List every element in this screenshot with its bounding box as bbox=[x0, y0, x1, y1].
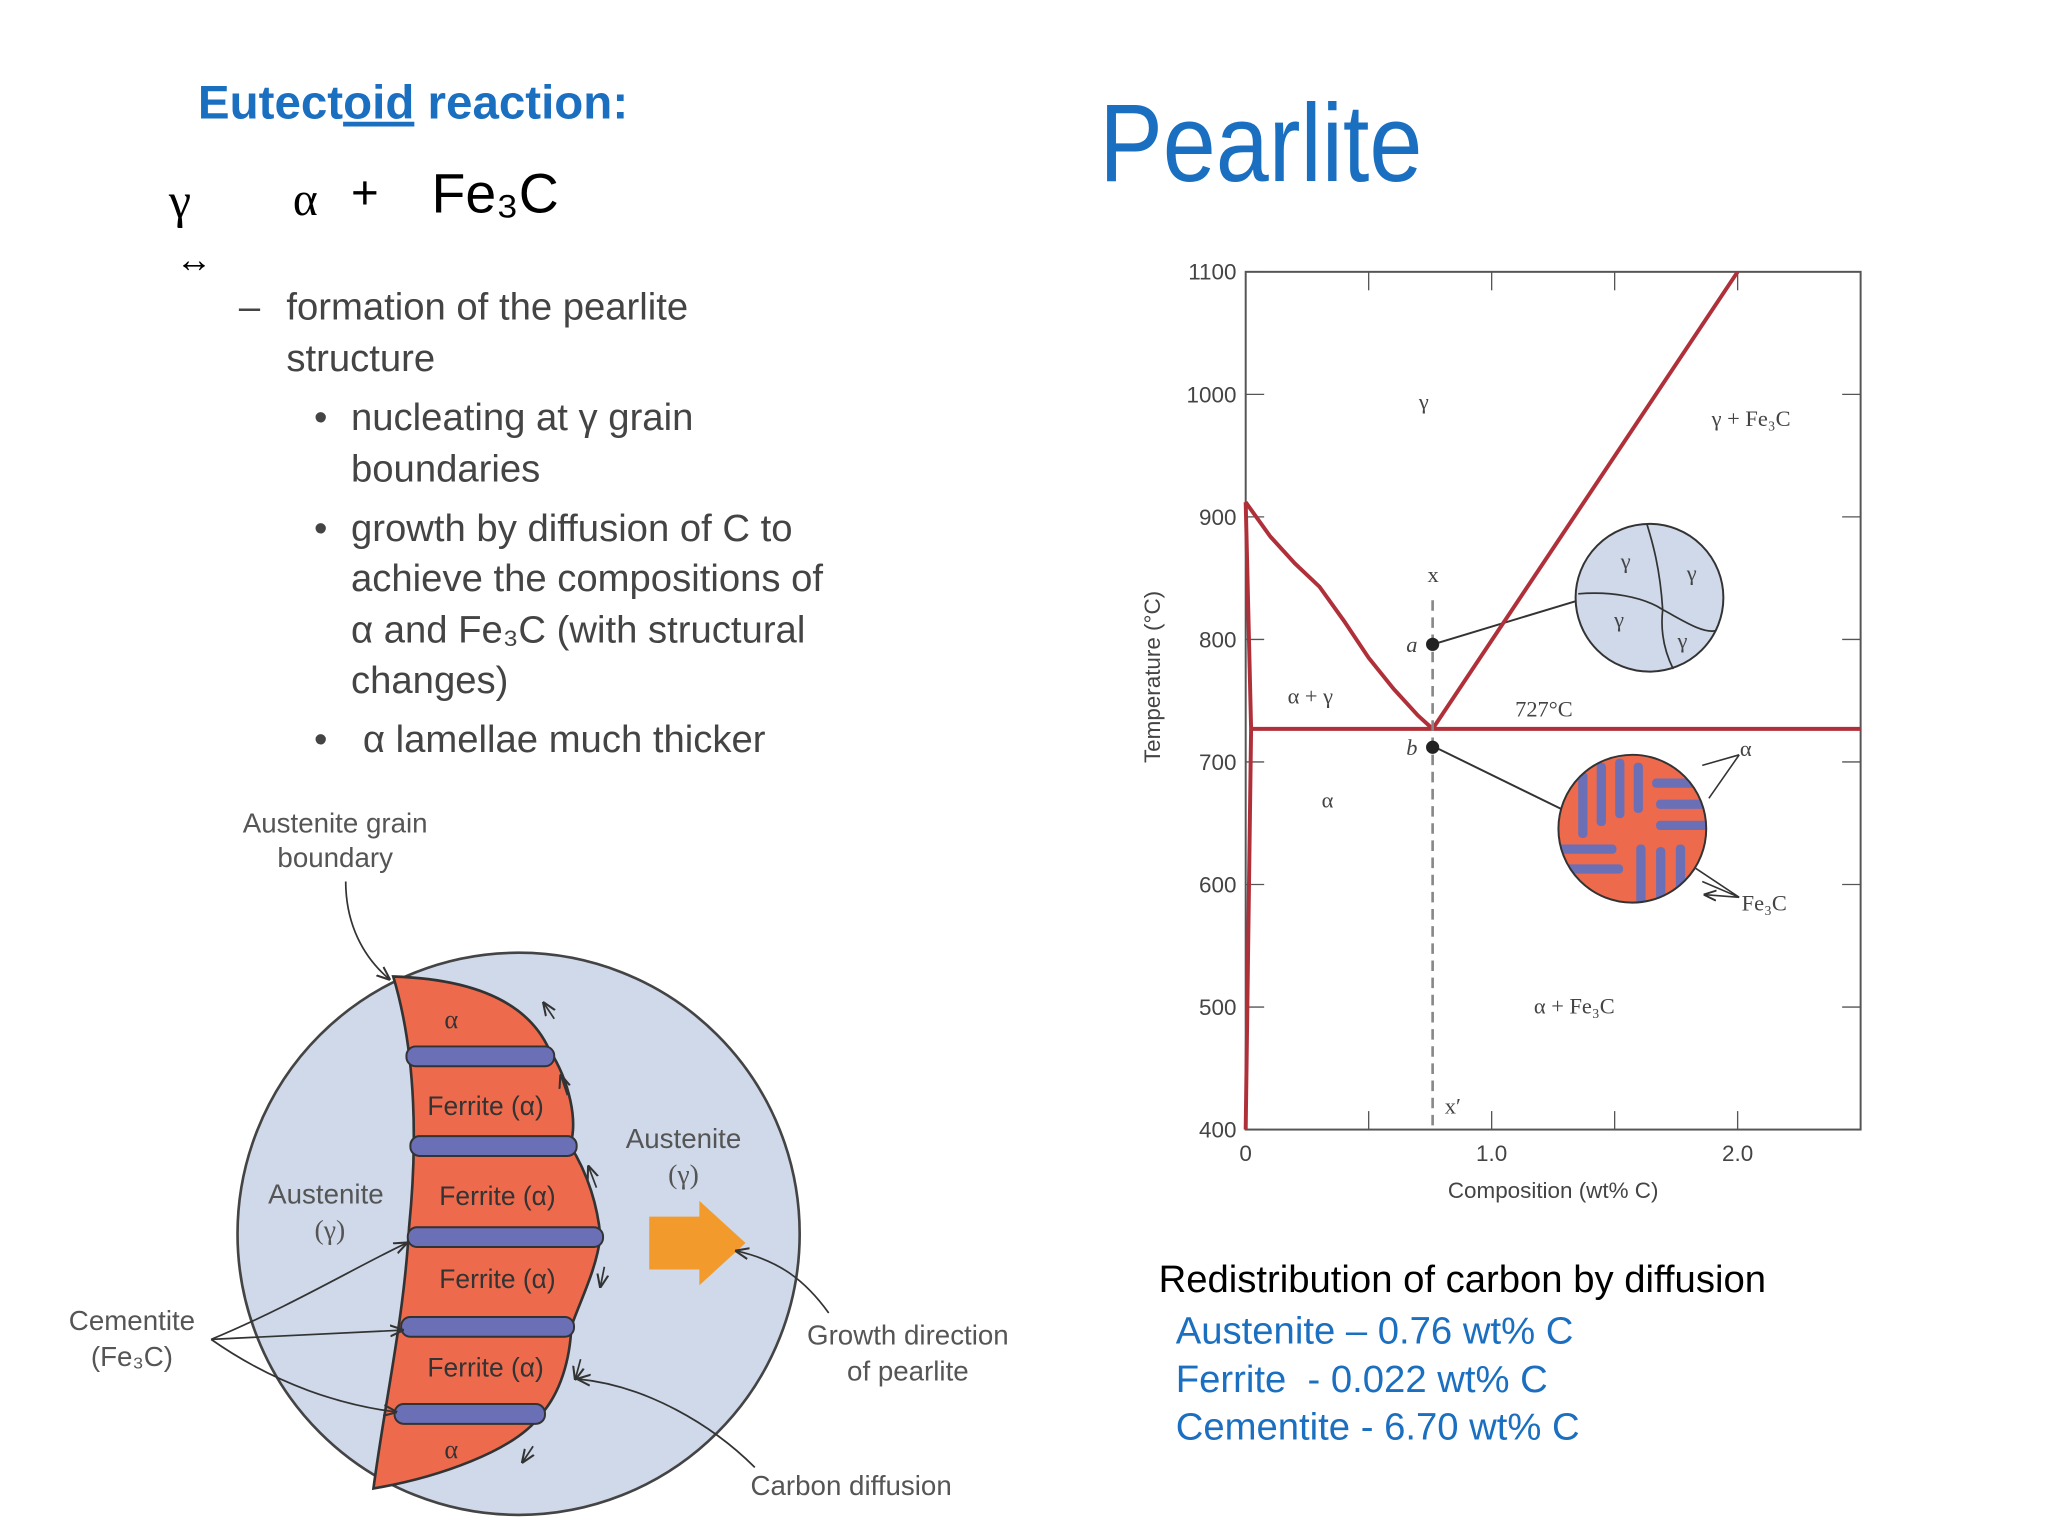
heading-part: Eutect bbox=[198, 77, 343, 130]
y-tick-label: 1000 bbox=[1187, 382, 1237, 407]
annotation: γ bbox=[1418, 389, 1429, 414]
figure-label: boundary bbox=[277, 842, 393, 873]
heading: Eutectoid reaction: bbox=[198, 77, 628, 130]
y-axis-label: Temperature (°C) bbox=[1140, 591, 1165, 763]
bullet-list: – formation of the pearlite structure • … bbox=[239, 285, 824, 761]
y-tick-label: 700 bbox=[1199, 750, 1236, 775]
annotation: 727°C bbox=[1515, 697, 1573, 722]
annotation: α + γ bbox=[1288, 683, 1334, 708]
annotation: γ bbox=[1613, 607, 1624, 632]
title: Pearlite bbox=[1099, 80, 1422, 204]
growth-arrow bbox=[649, 1200, 746, 1286]
bullet-line: structure bbox=[286, 337, 435, 380]
point bbox=[1426, 740, 1440, 754]
y-tick-label: 1100 bbox=[1188, 260, 1236, 285]
ferrite-label: Ferrite (α) bbox=[427, 1091, 543, 1121]
annotation: Fe₃C bbox=[1742, 891, 1787, 916]
leaders bbox=[210, 881, 830, 1468]
bullet-line: nucleating at γ grain bbox=[351, 396, 693, 439]
figure-label: Austenite bbox=[626, 1123, 742, 1154]
dot: • bbox=[314, 396, 327, 439]
bullet-line: growth by diffusion of C to bbox=[351, 507, 793, 550]
bullet-line: α and Fe₃C (with structural bbox=[351, 609, 805, 652]
heading-part: reaction: bbox=[414, 77, 628, 130]
annotation: γ bbox=[1620, 549, 1631, 574]
ferrite-label: Ferrite (α) bbox=[439, 1264, 555, 1294]
x-tick-label: 1.0 bbox=[1476, 1141, 1507, 1166]
bullet-line: boundaries bbox=[351, 448, 540, 491]
product: Fe₃C bbox=[432, 162, 559, 224]
x-tick-label: 0 bbox=[1239, 1141, 1251, 1166]
phase-diagram: 400 500 600 700 800 900 1000 1100 0 1.0 2.0 Composi… bbox=[1140, 260, 1862, 1203]
ferrite-label: Ferrite (α) bbox=[427, 1352, 543, 1382]
figure-label: (Fe₃C) bbox=[91, 1341, 173, 1372]
y-tick-label: 600 bbox=[1199, 872, 1236, 897]
x-axis-label: Composition (wt% C) bbox=[1448, 1178, 1659, 1203]
y-tick-label: 800 bbox=[1199, 627, 1236, 652]
figure-label: Austenite grain bbox=[243, 808, 428, 839]
reactant: γ bbox=[168, 173, 191, 229]
bullet-line: changes) bbox=[351, 659, 508, 702]
notes-line: Cementite - 6.70 wt% C bbox=[1176, 1406, 1580, 1449]
annotation: γ bbox=[1677, 628, 1688, 653]
bullet-line: α lamellae much thicker bbox=[363, 718, 766, 761]
figure-label: (γ) bbox=[315, 1214, 346, 1245]
insets bbox=[1433, 522, 1740, 904]
notes-line: Ferrite - 0.022 wt% C bbox=[1176, 1358, 1548, 1401]
annotation: x′ bbox=[1445, 1094, 1461, 1119]
ferrite-label: Ferrite (α) bbox=[439, 1181, 555, 1211]
annotation: x bbox=[1427, 562, 1438, 587]
figure-label: Growth direction bbox=[807, 1320, 1009, 1351]
y-tick-label: 500 bbox=[1199, 995, 1236, 1020]
figure-label: of pearlite bbox=[847, 1355, 969, 1386]
annotation: α bbox=[1322, 788, 1334, 813]
reaction-arrow: ↔ bbox=[176, 239, 213, 280]
annotation: α bbox=[1740, 736, 1752, 761]
figure-label: (γ) bbox=[668, 1159, 699, 1190]
annotation: γ + Fe₃C bbox=[1711, 406, 1791, 431]
dot: • bbox=[314, 507, 327, 550]
phase-boundary bbox=[1430, 270, 1740, 730]
plot-frame bbox=[1244, 270, 1862, 1131]
bullet-line: achieve the compositions of bbox=[351, 557, 823, 600]
point bbox=[1426, 637, 1440, 651]
leader bbox=[1433, 745, 1562, 810]
point-label: b bbox=[1406, 735, 1417, 760]
cementite-lamellae bbox=[393, 1045, 605, 1425]
leader bbox=[1434, 599, 1579, 645]
figure-label: Austenite bbox=[268, 1178, 384, 1209]
notes-line: Austenite – 0.76 wt% C bbox=[1176, 1309, 1574, 1352]
grain-boundaries bbox=[1578, 523, 1716, 670]
y-tick-label: 900 bbox=[1199, 505, 1236, 530]
alpha-label: α bbox=[444, 1434, 458, 1464]
plus: + bbox=[351, 166, 379, 219]
austenite-inset bbox=[1574, 522, 1725, 673]
phase-boundary bbox=[1244, 501, 1434, 731]
product: α bbox=[293, 174, 318, 226]
annotation: α + Fe₃C bbox=[1534, 993, 1615, 1018]
inset-pointers bbox=[1696, 754, 1740, 898]
annotation: γ bbox=[1686, 561, 1697, 586]
dash: – bbox=[239, 285, 261, 328]
figure-label: Carbon diffusion bbox=[751, 1470, 952, 1501]
phase-boundary bbox=[1243, 502, 1254, 1130]
dot: • bbox=[314, 718, 327, 761]
pearlite-growth-figure: Austenite grain boundary Austenite (γ) A… bbox=[69, 808, 1009, 1517]
x-tick-label: 2.0 bbox=[1722, 1141, 1753, 1166]
bullet-line: formation of the pearlite bbox=[286, 285, 688, 328]
y-tick-label: 400 bbox=[1199, 1117, 1236, 1142]
point-label: a bbox=[1406, 632, 1417, 657]
figure-label: Cementite bbox=[69, 1305, 195, 1336]
heading-part: oid bbox=[343, 77, 414, 130]
notes-heading: Redistribution of carbon by diffusion bbox=[1159, 1258, 1766, 1301]
alpha-label: α bbox=[444, 1004, 458, 1034]
